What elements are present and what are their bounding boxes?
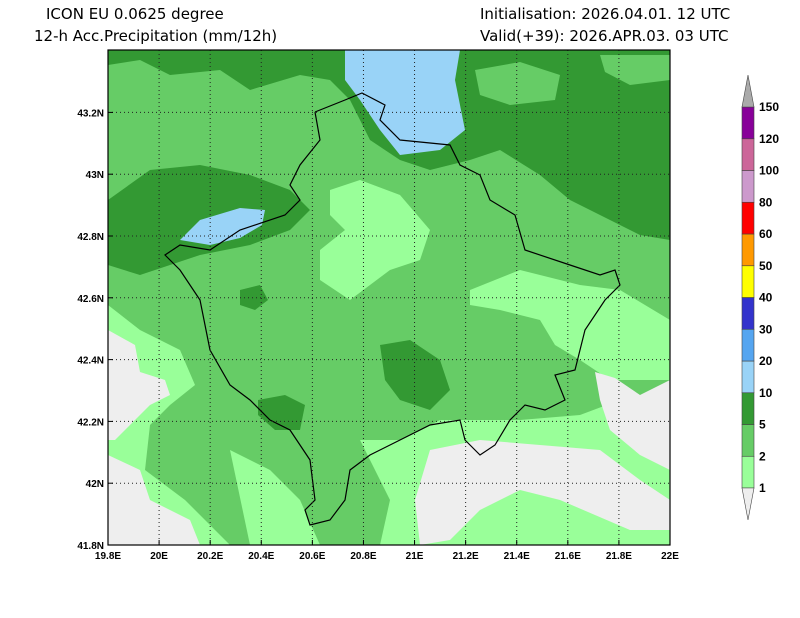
lat-label: 42.6N: [77, 294, 104, 305]
legend-swatch: [741, 392, 755, 425]
precip-2-5-patch: [475, 62, 560, 105]
legend-label: 80: [759, 195, 773, 209]
legend-swatch: [741, 360, 755, 394]
legend-label: 2: [759, 449, 766, 463]
legend-swatch: [741, 170, 755, 203]
legend-swatch: [741, 265, 755, 298]
legend-swatch: [741, 297, 755, 330]
lon-label: 20.2E: [197, 551, 223, 562]
lon-label: 20.8E: [350, 551, 376, 562]
precip-1-2-south: [230, 450, 320, 545]
lat-axis: 41.8N 42N 42.2N 42.4N 42.6N 42.8N 43N 43.2N: [77, 108, 113, 552]
no-precip-southwest: [108, 455, 200, 545]
variable-title: 12-h Acc.Precipitation (mm/12h): [34, 27, 278, 45]
legend-label: 100: [759, 164, 779, 178]
precip-10-20-north: [345, 50, 465, 155]
precip-10-20-west: [180, 208, 265, 245]
legend-below-arrow: [741, 487, 755, 521]
legend-swatch: [741, 201, 755, 235]
lat-label: 41.8N: [77, 541, 104, 552]
lat-label: 42.2N: [77, 417, 104, 428]
lon-label: 20.4E: [248, 551, 274, 562]
lon-label: 21E: [406, 551, 424, 562]
legend-swatch: [741, 328, 755, 362]
legend-label: 1: [759, 481, 766, 495]
lat-label: 42.4N: [77, 356, 104, 367]
country-border: [164, 92, 621, 526]
lon-label: 21.4E: [504, 551, 530, 562]
legend-swatch: [741, 424, 755, 457]
valid-time: Valid(+39): 2026.APR.03. 03 UTC: [480, 27, 729, 45]
lat-label: 42N: [86, 479, 104, 490]
legend-swatch: [741, 455, 755, 489]
gridlines: [108, 50, 670, 545]
lat-label: 43N: [86, 170, 104, 181]
legend-above-arrow: [741, 74, 755, 108]
legend-label: 40: [759, 291, 773, 305]
precip-5-10-patch: [240, 285, 268, 310]
no-precip-west: [108, 330, 170, 440]
legend-swatch: [741, 138, 755, 171]
lon-label: 21.8E: [606, 551, 632, 562]
legend-label: 120: [759, 132, 779, 146]
precip-field: [108, 50, 670, 545]
lat-label: 43.2N: [77, 108, 104, 119]
precip-5-10-patch: [258, 395, 305, 430]
legend-label: 50: [759, 259, 773, 273]
color-legend: 1 2 5 10 20 30 40 50 60 80 100 120 150: [741, 74, 779, 521]
legend-label: 60: [759, 227, 773, 241]
lon-label: 21.6E: [555, 551, 581, 562]
legend-swatch: [741, 233, 755, 267]
lon-label: 22E: [661, 551, 679, 562]
precip-2-5-patch: [600, 55, 670, 85]
model-title: ICON EU 0.0625 degree: [46, 5, 224, 23]
legend-label: 20: [759, 354, 773, 368]
init-time: Initialisation: 2026.04.01. 12 UTC: [480, 5, 731, 23]
legend-swatch: [741, 106, 755, 140]
lon-axis: 19.8E 20E 20.2E 20.4E 20.6E 20.8E 21E 21.2E 21.4…: [95, 540, 679, 562]
legend-label: 5: [759, 418, 766, 432]
legend-label: 30: [759, 322, 773, 336]
no-precip-southeast: [415, 440, 670, 545]
lon-label: 20E: [150, 551, 168, 562]
lon-label: 19.8E: [95, 551, 121, 562]
precip-1-2-center: [320, 180, 430, 300]
lat-label: 42.8N: [77, 232, 104, 243]
legend-label: 150: [759, 100, 779, 114]
legend-label: 10: [759, 386, 773, 400]
lon-label: 20.6E: [299, 551, 325, 562]
lon-label: 21.2E: [453, 551, 479, 562]
